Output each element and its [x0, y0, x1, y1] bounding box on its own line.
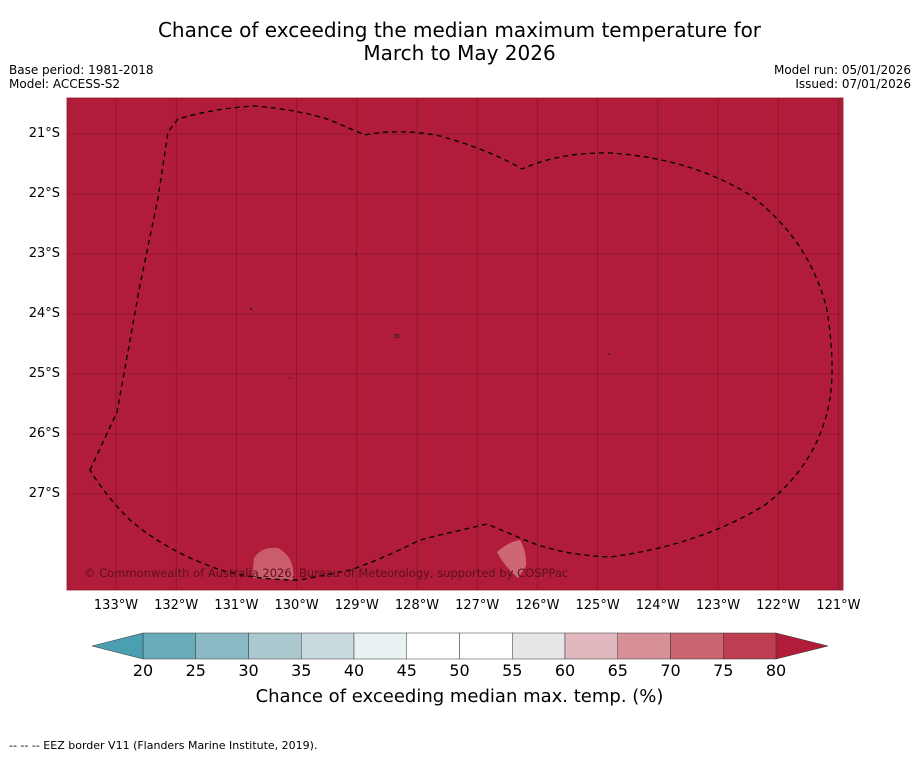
- colorbar-tick-label: 30: [238, 661, 259, 680]
- longitude-label: 126°W: [515, 598, 560, 613]
- colorbar-tick-label: 70: [660, 661, 681, 680]
- longitude-label: 129°W: [334, 598, 379, 613]
- colorbar-segment: [459, 632, 513, 660]
- colorbar-segment: [195, 632, 249, 660]
- colorbar-segment: [301, 632, 355, 660]
- eez-border: [89, 105, 833, 581]
- colorbar-segment: [512, 632, 566, 660]
- longitude-label: 128°W: [394, 598, 440, 613]
- latitude-label: 25°S: [28, 366, 60, 381]
- title-line-1: Chance of exceeding the median maximum t…: [157, 18, 762, 42]
- anomaly-patch-west: [252, 547, 294, 580]
- colorbar-tick-label: 65: [607, 661, 628, 680]
- colorbar-tick-label: 45: [396, 661, 417, 680]
- base-period: Base period: 1981-2018: [9, 63, 154, 77]
- model-run: Model run: 05/01/2026: [773, 63, 911, 77]
- latitude-label: 22°S: [28, 186, 60, 201]
- colorbar-title: Chance of exceeding median max. temp. (%…: [255, 686, 664, 707]
- chart-title: Chance of exceeding the median maximum t…: [0, 19, 919, 65]
- island-marker: [250, 308, 252, 310]
- colorbar-segment: [142, 632, 196, 660]
- colorbar-segment: [670, 632, 724, 660]
- longitude-label: 127°W: [455, 598, 500, 613]
- gridlines: [67, 98, 843, 590]
- colorbar-tick-label: 80: [765, 661, 787, 680]
- title-line-2: March to May 2026: [363, 41, 556, 65]
- latitude-label: 26°S: [28, 426, 60, 441]
- model-name: Model: ACCESS-S2: [9, 77, 121, 91]
- meta-right: Model run: 05/01/2026 Issued: 07/01/2026: [774, 63, 911, 91]
- island-marker: [394, 333, 400, 339]
- colorbar-tick-label: 50: [449, 661, 470, 680]
- island-marker: [608, 353, 610, 355]
- meta-left: Base period: 1981-2018 Model: ACCESS-S2: [9, 63, 154, 91]
- colorbar-tick-label: 60: [554, 661, 576, 680]
- longitude-label: 131°W: [214, 598, 259, 613]
- colorbar-tick-label: 25: [185, 661, 206, 680]
- colorbar-tick-label: 75: [713, 661, 734, 680]
- longitude-label: 132°W: [154, 598, 199, 613]
- colorbar-segment: [406, 632, 460, 660]
- longitude-label: 122°W: [756, 598, 801, 613]
- issued-date: Issued: 07/01/2026: [795, 77, 911, 91]
- latitude-label: 24°S: [28, 306, 60, 321]
- copyright-text: © Commonwealth of Australia 2026, Bureau…: [84, 566, 569, 580]
- longitude-label: 121°W: [816, 598, 861, 613]
- colorbar-segment: [353, 632, 407, 660]
- colorbar-segment: [617, 632, 671, 660]
- anomaly-patch-east: [497, 540, 527, 578]
- longitude-label: 125°W: [575, 598, 620, 613]
- colorbar-segment: [564, 632, 618, 660]
- longitude-label: 130°W: [274, 598, 319, 613]
- map-frame: [66, 97, 844, 591]
- latitude-label: 27°S: [28, 486, 60, 501]
- colorbar: [91, 632, 829, 660]
- island-marker: [289, 377, 291, 379]
- colorbar-high-extension: [775, 632, 829, 660]
- colorbar-segment: [723, 632, 777, 660]
- longitude-label: 124°W: [635, 598, 680, 613]
- colorbar-tick-label: 40: [343, 661, 365, 680]
- colorbar-tick-label: 20: [132, 661, 154, 680]
- latitude-label: 23°S: [28, 246, 60, 261]
- latitude-label: 21°S: [28, 126, 60, 141]
- legend-footnote: -- -- -- EEZ border V11 (Flanders Marine…: [9, 739, 318, 752]
- colorbar-tick-label: 55: [502, 661, 523, 680]
- longitude-label: 123°W: [695, 598, 741, 613]
- map-area: [67, 98, 843, 590]
- longitude-label: 133°W: [93, 598, 139, 613]
- colorbar-segment: [248, 632, 302, 660]
- colorbar-low-extension: [91, 632, 144, 660]
- colorbar-tick-label: 35: [291, 661, 312, 680]
- island-marker: [355, 253, 357, 255]
